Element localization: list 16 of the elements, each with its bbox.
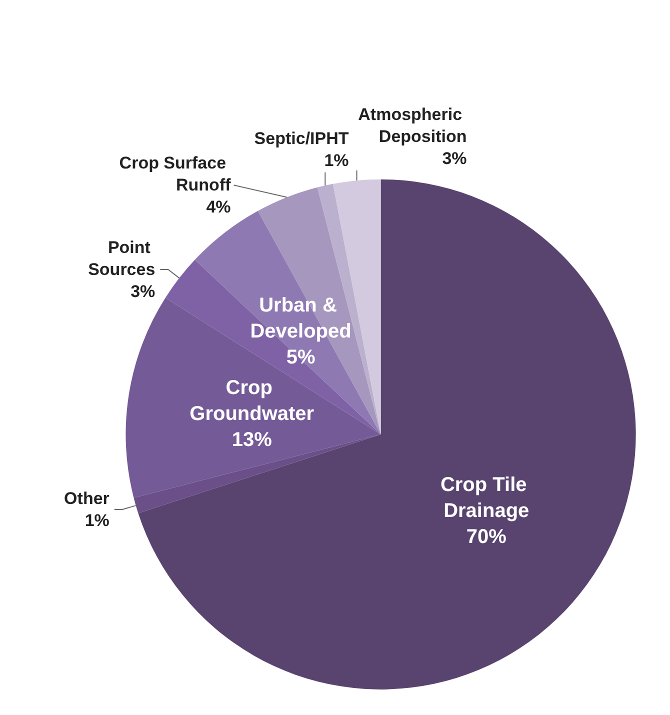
slice-label: Point Sources (88, 238, 156, 279)
slice-label: Crop Tile Drainage (440, 474, 532, 522)
slice-label: Urban & Developed (250, 294, 352, 342)
data-label: 5% (286, 346, 316, 368)
slice-label: Septic/IPHT (254, 128, 350, 148)
data-label: 3% (442, 148, 467, 168)
slice-label: Crop Groundwater (190, 376, 314, 425)
data-label: 4% (206, 198, 231, 217)
slice-label: Other (64, 488, 110, 508)
data-label: 1% (324, 150, 349, 170)
data-label: 3% (130, 282, 156, 301)
slice-label: Atmospheric Deposition (358, 104, 467, 146)
data-label: 13% (232, 428, 272, 451)
data-label: 1% (84, 510, 110, 530)
slice-label: Crop Surface Runoff (119, 154, 232, 195)
data-label: 70% (466, 526, 507, 548)
